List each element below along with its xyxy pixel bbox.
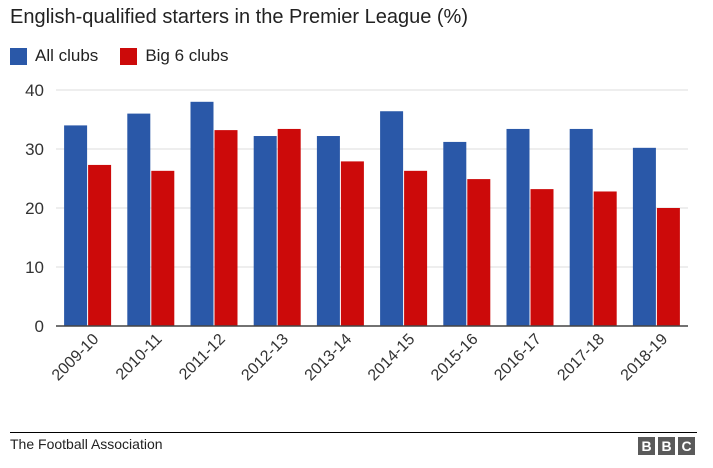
bar-big6-clubs <box>656 208 680 326</box>
x-tick-label: 2009-10 <box>49 331 103 385</box>
bar-big6-clubs <box>214 130 238 326</box>
bar-big6-clubs <box>467 179 491 326</box>
legend: All clubs Big 6 clubs <box>10 46 250 66</box>
bbc-logo: B B C <box>638 437 695 455</box>
x-tick-label: 2018-19 <box>618 331 672 385</box>
bar-all-clubs <box>64 125 88 327</box>
bar-all-clubs <box>190 101 214 326</box>
bar-big6-clubs <box>151 170 175 326</box>
bar-big6-clubs <box>404 170 428 326</box>
legend-label-big6-clubs: Big 6 clubs <box>145 46 229 65</box>
x-tick-label: 2014-15 <box>365 331 419 385</box>
bar-all-clubs <box>380 111 404 327</box>
legend-item-big6-clubs: Big 6 clubs <box>120 46 228 66</box>
y-tick-label: 40 <box>25 81 44 100</box>
x-tick-label: 2015-16 <box>428 331 482 385</box>
bar-all-clubs <box>253 136 277 326</box>
chart-title: English-qualified starters in the Premie… <box>10 6 468 28</box>
legend-item-all-clubs: All clubs <box>10 46 98 66</box>
bar-big6-clubs <box>277 128 301 326</box>
x-tick-label: 2013-14 <box>302 331 356 385</box>
x-tick-label: 2010-11 <box>113 331 166 384</box>
bbc-logo-block: B <box>638 437 655 455</box>
y-tick-label: 30 <box>25 140 44 159</box>
x-tick-label: 2016-17 <box>491 331 545 385</box>
legend-swatch-big6-clubs <box>120 47 138 65</box>
bbc-logo-block: C <box>678 437 695 455</box>
legend-label-all-clubs: All clubs <box>35 46 99 65</box>
bar-all-clubs <box>127 113 151 326</box>
bar-big6-clubs <box>593 191 617 326</box>
footer-divider <box>10 432 697 433</box>
bar-big6-clubs <box>530 189 554 326</box>
bar-all-clubs <box>506 128 530 326</box>
x-tick-label: 2017-18 <box>554 331 608 385</box>
x-tick-label: 2011-12 <box>176 331 229 384</box>
bbc-logo-block: B <box>658 437 675 455</box>
y-tick-label: 20 <box>25 199 44 218</box>
legend-swatch-all-clubs <box>10 47 27 65</box>
x-tick-label: 2012-13 <box>238 331 292 385</box>
y-tick-label: 0 <box>35 317 44 336</box>
bar-all-clubs <box>632 147 656 326</box>
source-label: The Football Association <box>10 436 163 452</box>
y-tick-label: 10 <box>25 258 44 277</box>
bar-all-clubs <box>569 128 593 326</box>
bar-big6-clubs <box>88 164 112 326</box>
bar-big6-clubs <box>340 161 364 326</box>
bar-all-clubs <box>443 141 467 326</box>
bar-all-clubs <box>316 136 340 326</box>
